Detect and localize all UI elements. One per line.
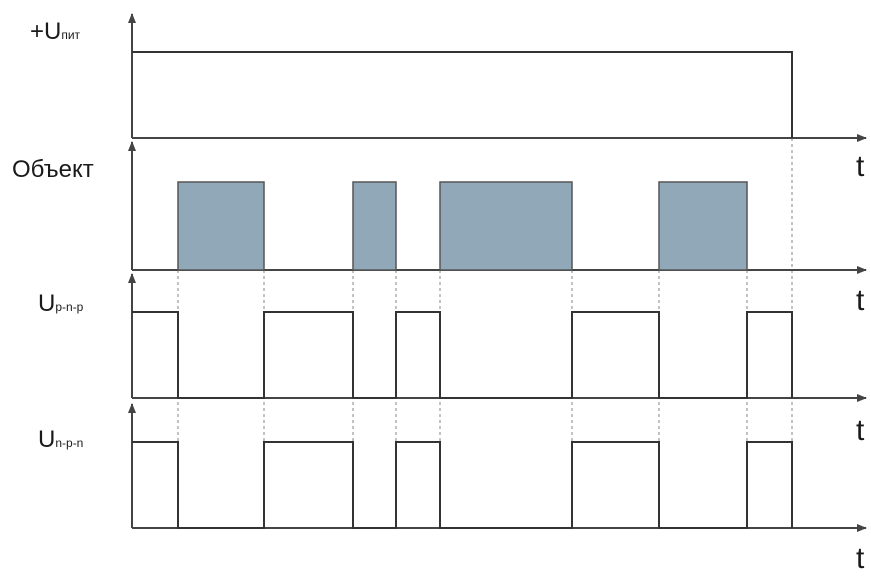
pnp-label: Up-n-p: [38, 292, 83, 316]
object-pulse: [177, 181, 265, 271]
supply-signal: [132, 51, 793, 138]
npn-label-sub: n-p-n: [55, 436, 84, 450]
supply-label: +Uпит: [30, 20, 80, 44]
supply-label-prefix: +U: [30, 18, 62, 45]
npn-signal: [132, 441, 793, 529]
object-pulse: [352, 181, 397, 271]
object-pulse: [439, 181, 573, 271]
npn-label-prefix: U: [38, 426, 56, 453]
pnp-signal: [132, 311, 793, 399]
npn-row: [128, 403, 867, 532]
pnp-label-prefix: U: [38, 290, 56, 317]
object-pulse: [658, 181, 748, 271]
pnp-label-sub: p-n-p: [55, 300, 84, 314]
time-axis-label: t: [856, 542, 865, 575]
object-row: [128, 141, 867, 274]
object-label: Объект: [12, 156, 94, 183]
time-axis-label: t: [856, 284, 865, 317]
supply-row: [128, 13, 867, 142]
time-axis-label: t: [856, 150, 865, 183]
pnp-row: [128, 273, 867, 402]
npn-label: Un-p-n: [38, 428, 83, 452]
supply-label-sub: пит: [61, 28, 81, 42]
time-axis-label: t: [856, 414, 865, 447]
